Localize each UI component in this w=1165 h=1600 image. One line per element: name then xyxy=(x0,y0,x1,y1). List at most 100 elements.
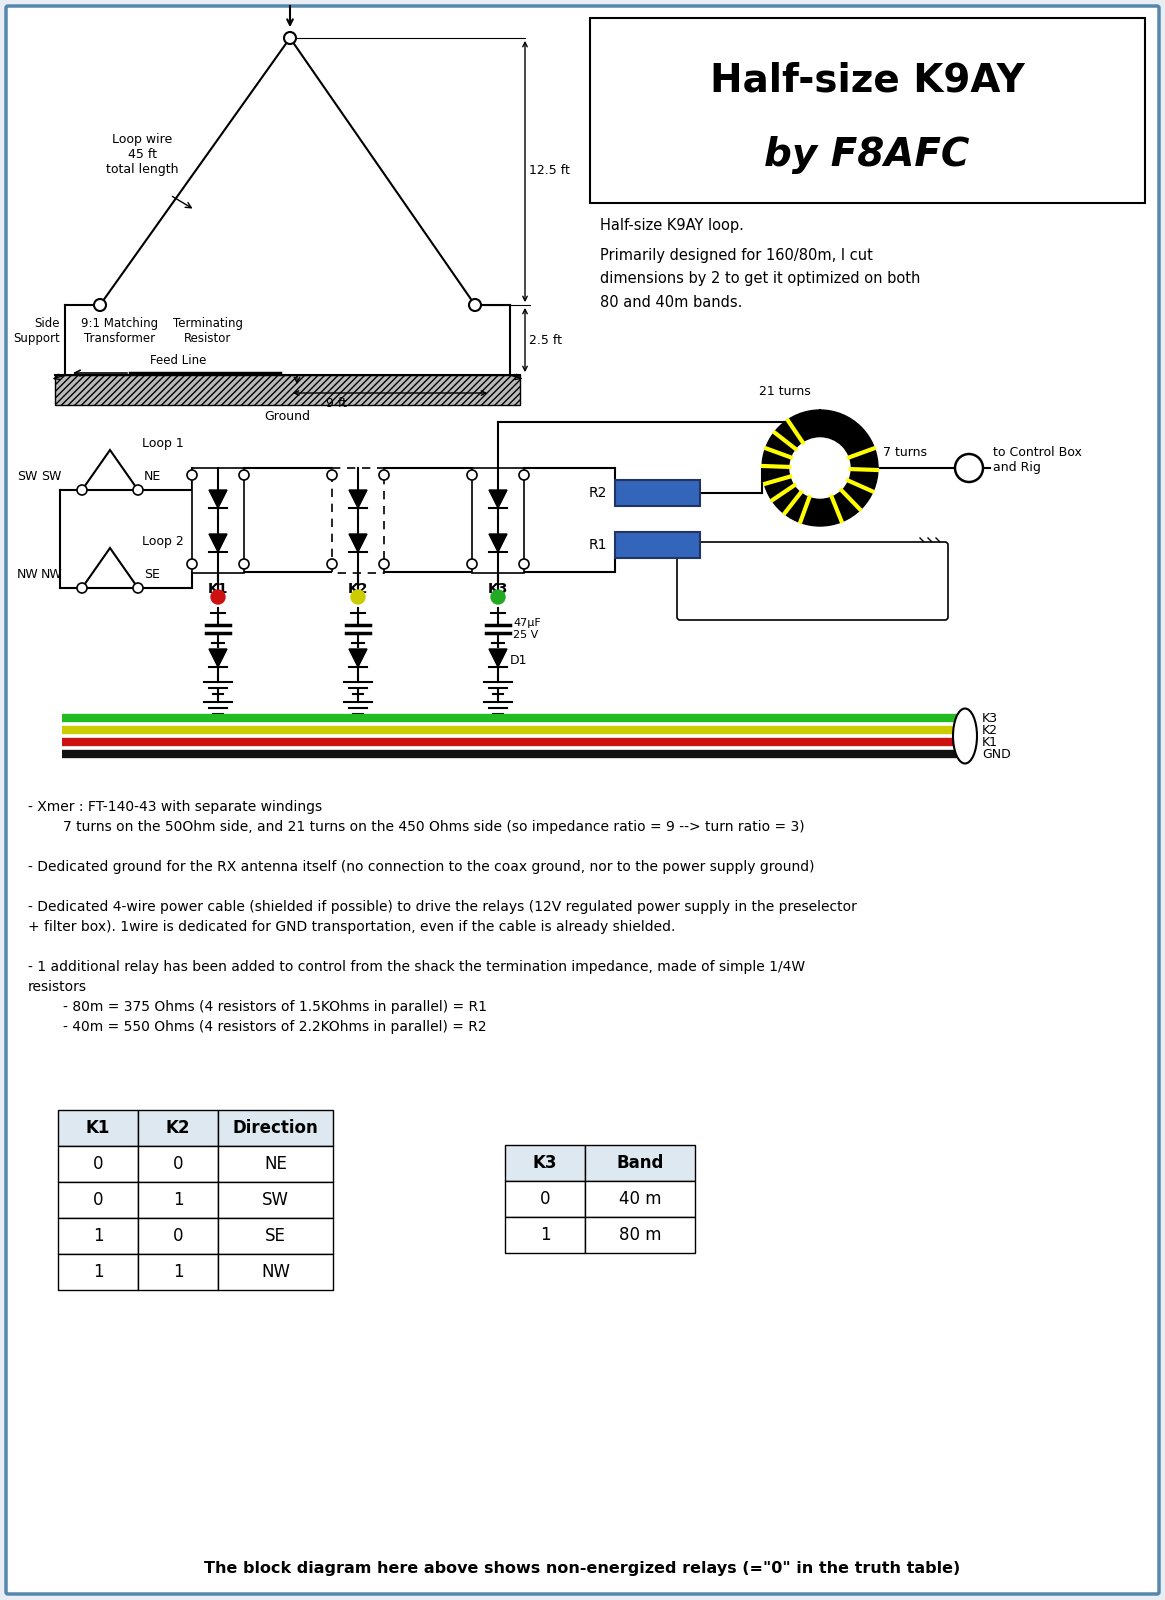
Circle shape xyxy=(327,470,337,480)
Text: GND: GND xyxy=(982,747,1011,760)
Text: Loop wire
45 ft
total length: Loop wire 45 ft total length xyxy=(106,133,178,176)
Bar xyxy=(504,1218,585,1253)
Text: by F8AFC: by F8AFC xyxy=(764,136,969,174)
Bar xyxy=(192,467,243,573)
Polygon shape xyxy=(209,534,227,552)
Text: K2: K2 xyxy=(165,1118,190,1138)
Circle shape xyxy=(469,299,481,310)
Bar xyxy=(218,1146,333,1182)
Circle shape xyxy=(239,470,249,480)
Circle shape xyxy=(94,299,106,310)
Text: 7 turns on the 50Ohm side, and 21 turns on the 450 Ohms side (so impedance ratio: 7 turns on the 50Ohm side, and 21 turns … xyxy=(28,819,805,834)
Bar xyxy=(218,1110,333,1146)
Text: - Xmer : FT-140-43 with separate windings: - Xmer : FT-140-43 with separate winding… xyxy=(28,800,323,814)
Circle shape xyxy=(211,590,225,603)
Text: 1: 1 xyxy=(93,1227,104,1245)
Text: SW: SW xyxy=(262,1190,289,1210)
Text: 7 turns: 7 turns xyxy=(883,446,927,459)
Text: K3: K3 xyxy=(532,1154,557,1171)
Text: 0: 0 xyxy=(172,1155,183,1173)
Text: to Control Box
and Rig: to Control Box and Rig xyxy=(993,446,1082,474)
Circle shape xyxy=(351,590,365,603)
Text: The block diagram here above shows non-energized relays (="0" in the truth table: The block diagram here above shows non-e… xyxy=(204,1560,960,1576)
Bar xyxy=(332,467,384,573)
Bar xyxy=(585,1146,696,1181)
Bar xyxy=(58,1218,137,1254)
Text: Half-size K9AY: Half-size K9AY xyxy=(709,61,1024,99)
Text: Primarily designed for 160/80m, I cut
dimensions by 2 to get it optimized on bot: Primarily designed for 160/80m, I cut di… xyxy=(600,248,920,310)
Text: Loop 1: Loop 1 xyxy=(142,437,184,451)
Polygon shape xyxy=(489,650,507,667)
FancyBboxPatch shape xyxy=(677,542,948,619)
Bar xyxy=(218,1218,333,1254)
Text: 1: 1 xyxy=(172,1262,183,1282)
Bar xyxy=(504,1181,585,1218)
Circle shape xyxy=(379,558,389,570)
Bar xyxy=(137,1254,218,1290)
Text: - Dedicated ground for the RX antenna itself (no connection to the coax ground, : - Dedicated ground for the RX antenna it… xyxy=(28,861,814,874)
Text: R1: R1 xyxy=(588,538,607,552)
Text: 40 m: 40 m xyxy=(619,1190,662,1208)
Text: Side
Support: Side Support xyxy=(13,317,61,346)
Text: K2: K2 xyxy=(347,582,368,595)
Bar xyxy=(58,1110,137,1146)
Bar xyxy=(472,467,524,573)
Text: K1: K1 xyxy=(982,736,998,749)
Circle shape xyxy=(239,558,249,570)
Circle shape xyxy=(467,470,476,480)
Text: SE: SE xyxy=(144,568,160,581)
Text: NW: NW xyxy=(16,568,38,581)
Circle shape xyxy=(518,470,529,480)
Text: 47μF
25 V: 47μF 25 V xyxy=(513,618,541,640)
Circle shape xyxy=(133,582,143,594)
Text: Half-size K9AY loop.: Half-size K9AY loop. xyxy=(600,218,744,234)
Polygon shape xyxy=(209,650,227,667)
Text: Feed Line: Feed Line xyxy=(150,354,206,366)
Circle shape xyxy=(762,410,878,526)
Text: 0: 0 xyxy=(93,1190,104,1210)
Text: 1: 1 xyxy=(172,1190,183,1210)
Text: 9:1 Matching
Transformer: 9:1 Matching Transformer xyxy=(82,317,158,346)
Polygon shape xyxy=(350,534,367,552)
FancyBboxPatch shape xyxy=(6,6,1159,1594)
Bar xyxy=(589,18,1145,203)
Polygon shape xyxy=(350,650,367,667)
Text: K9AY ground:
4 * 10m long raidals +
4 ground rods (4.5 feet long each): K9AY ground: 4 * 10m long raidals + 4 gr… xyxy=(711,555,913,603)
Text: NE: NE xyxy=(264,1155,287,1173)
Circle shape xyxy=(77,485,87,494)
Text: NW: NW xyxy=(41,568,62,581)
Bar xyxy=(137,1218,218,1254)
Bar xyxy=(218,1254,333,1290)
Text: R2: R2 xyxy=(588,486,607,499)
Text: SE: SE xyxy=(266,1227,285,1245)
Bar xyxy=(615,531,700,558)
Bar xyxy=(55,374,520,405)
Circle shape xyxy=(490,590,504,603)
Text: NE: NE xyxy=(144,470,161,483)
Polygon shape xyxy=(350,490,367,509)
Text: 0: 0 xyxy=(539,1190,550,1208)
Text: D1: D1 xyxy=(510,654,528,667)
Circle shape xyxy=(284,32,296,43)
Circle shape xyxy=(467,558,476,570)
Text: K1: K1 xyxy=(86,1118,111,1138)
Text: Ground: Ground xyxy=(264,410,310,422)
Ellipse shape xyxy=(953,709,977,763)
Text: 21 turns: 21 turns xyxy=(760,386,811,398)
Text: Loop 2: Loop 2 xyxy=(142,536,184,549)
Text: K2: K2 xyxy=(982,723,998,736)
Circle shape xyxy=(955,454,983,482)
Text: 1: 1 xyxy=(539,1226,550,1245)
Text: + filter box). 1wire is dedicated for GND transportation, even if the cable is a: + filter box). 1wire is dedicated for GN… xyxy=(28,920,676,934)
Text: SW: SW xyxy=(42,470,62,483)
Text: Terminating
Resistor: Terminating Resistor xyxy=(172,317,243,346)
Circle shape xyxy=(133,485,143,494)
Text: resistors: resistors xyxy=(28,979,87,994)
Text: 1: 1 xyxy=(93,1262,104,1282)
Text: NW: NW xyxy=(261,1262,290,1282)
Bar xyxy=(137,1182,218,1218)
Circle shape xyxy=(188,558,197,570)
Bar xyxy=(585,1181,696,1218)
Polygon shape xyxy=(489,534,507,552)
Text: - 40m = 550 Ohms (4 resistors of 2.2KOhms in parallel) = R2: - 40m = 550 Ohms (4 resistors of 2.2KOhm… xyxy=(28,1021,487,1034)
